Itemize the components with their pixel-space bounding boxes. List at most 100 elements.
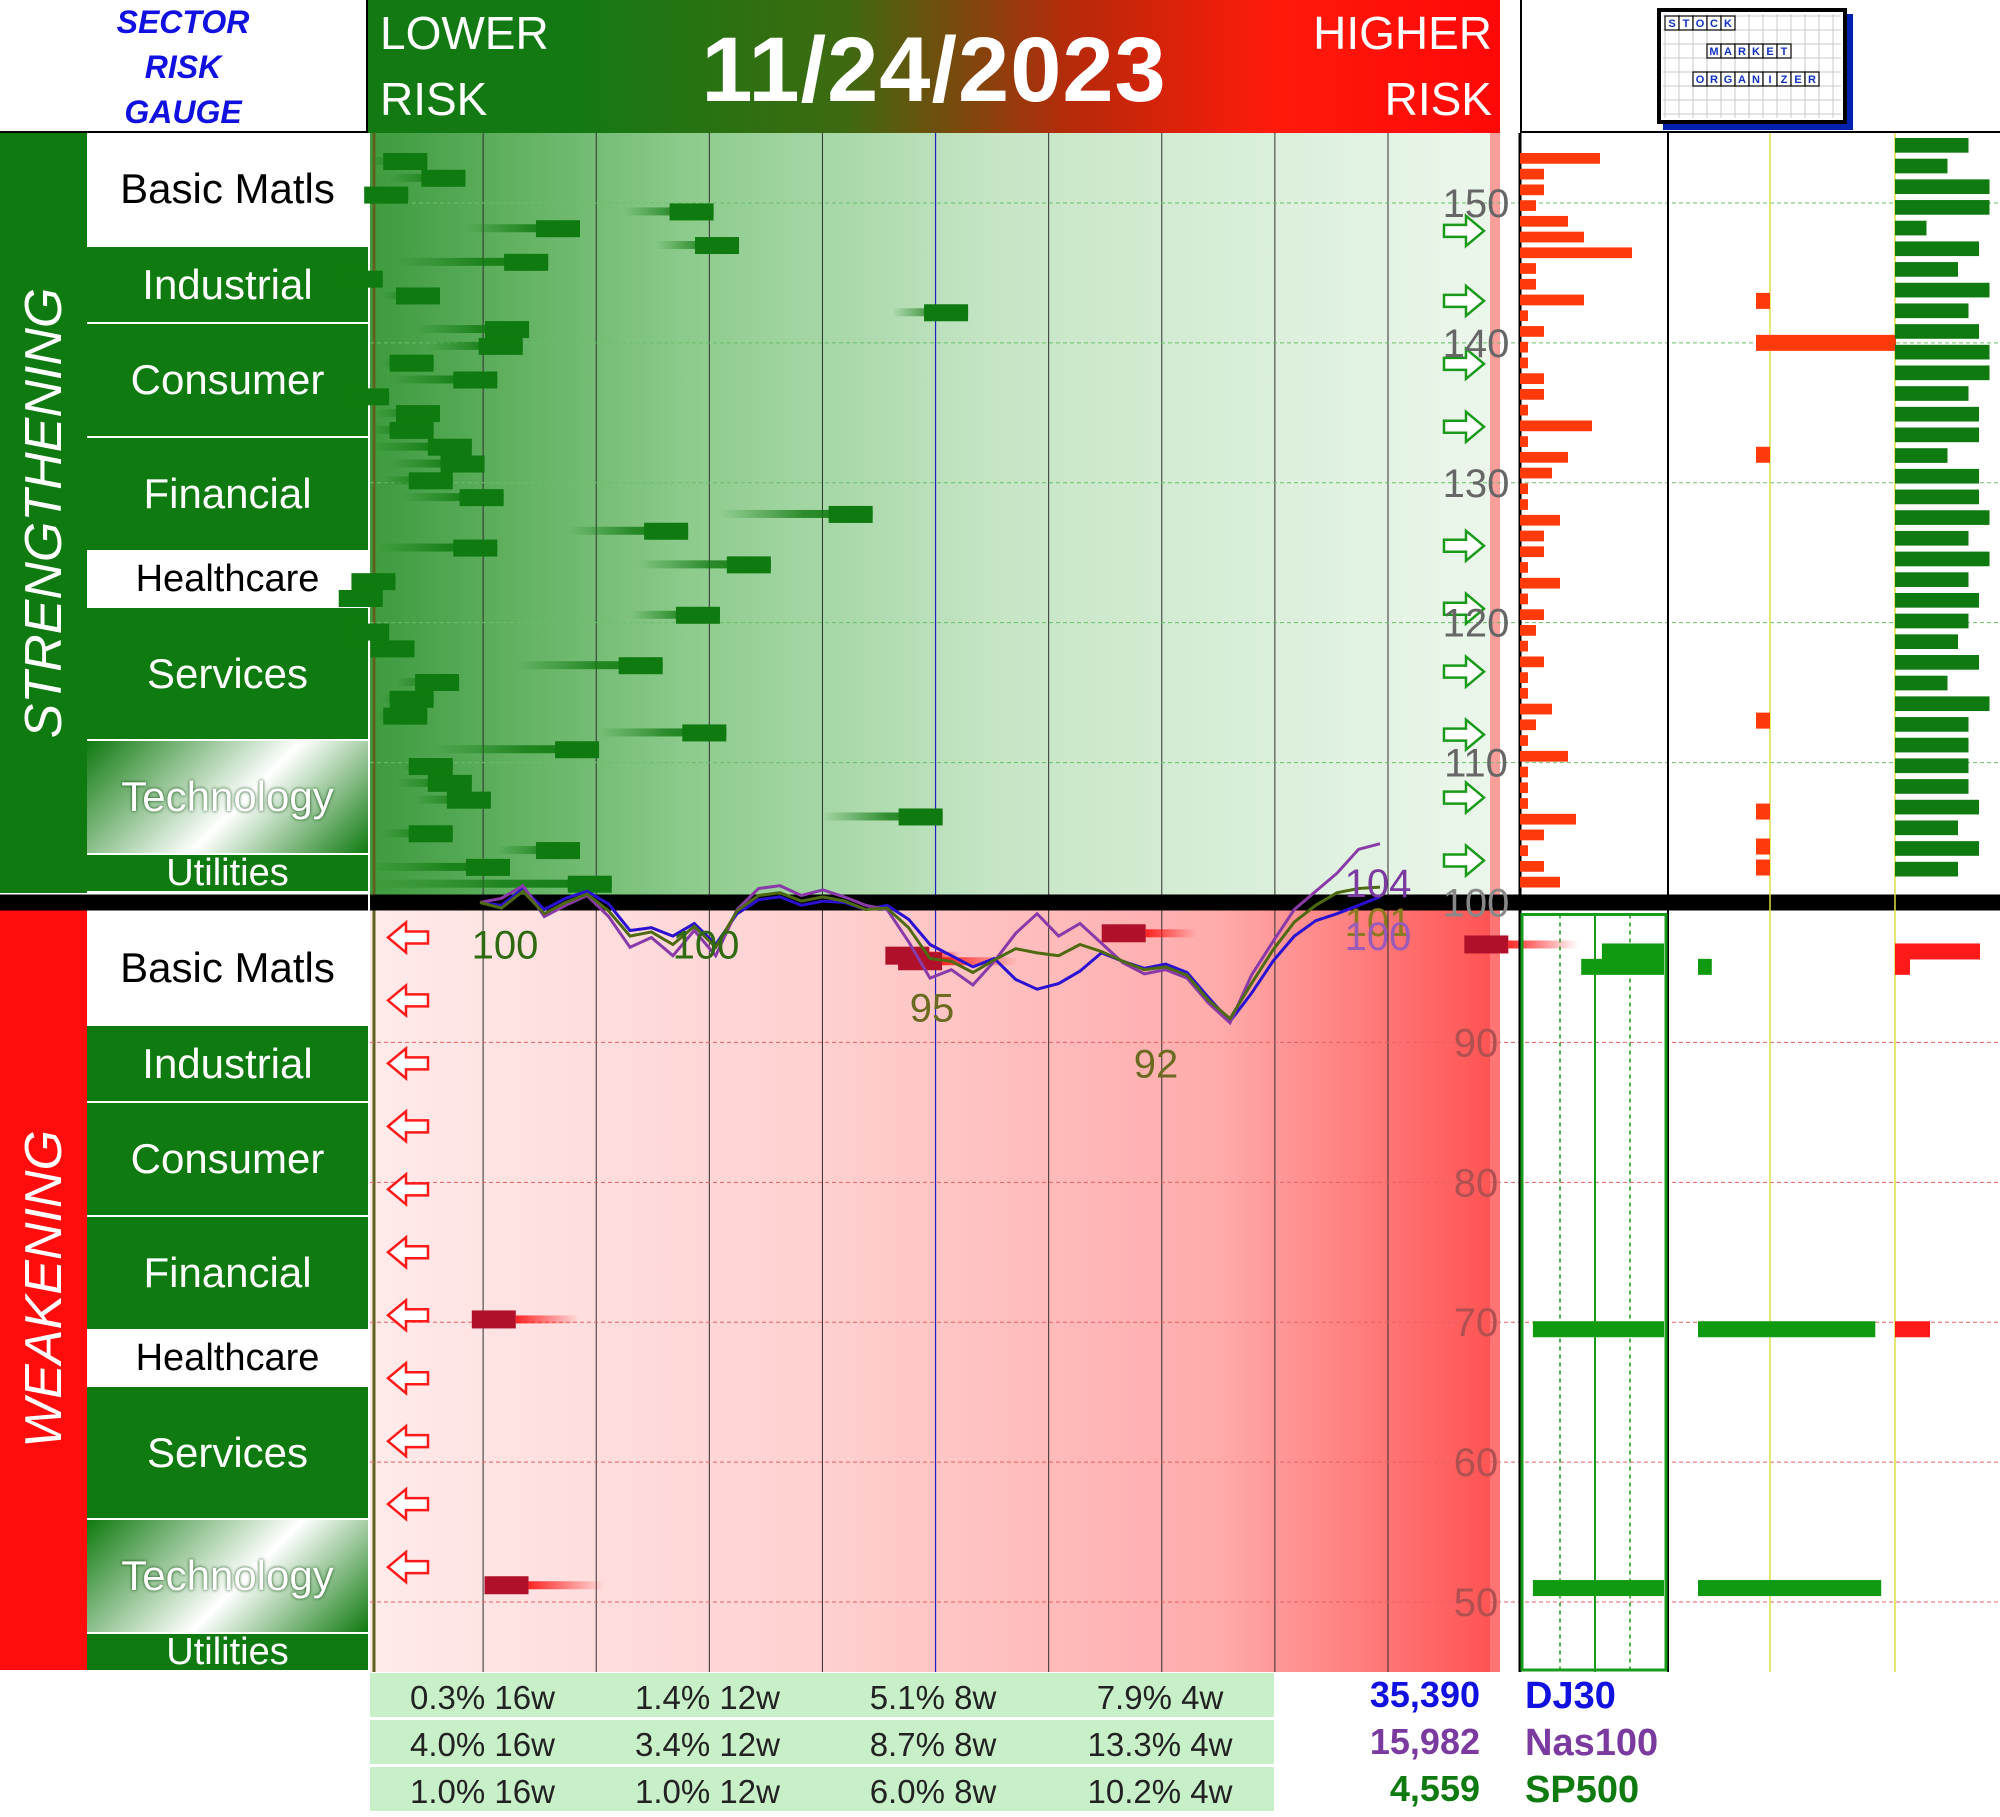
- strength-bar-tail: [821, 812, 943, 821]
- logo-cell: [1720, 15, 1736, 31]
- panel3-green-bar: [1895, 179, 1990, 195]
- strength-bar-tail: [389, 375, 498, 384]
- strength-bar-head: [453, 539, 498, 557]
- strength-bar-head: [478, 337, 523, 355]
- panel1-red-bar: [1520, 200, 1536, 211]
- logo-letter: N: [1752, 74, 1760, 86]
- strength-bar-head: [535, 842, 580, 860]
- direction-arrows: [386, 213, 1486, 1585]
- strength-bar-head: [898, 808, 943, 826]
- panel2-red-bar: [1756, 803, 1770, 820]
- panel3-green-bar: [1895, 386, 1969, 401]
- panel1-red-bar: [1520, 514, 1560, 526]
- strength-bar-tail: [414, 325, 530, 334]
- strength-bar-tail: [427, 341, 523, 350]
- strength-bar-tail: [370, 392, 390, 401]
- panel1-red-bar: [1520, 168, 1544, 180]
- strength-bar-head: [446, 791, 491, 809]
- logo-letter: T: [1781, 46, 1788, 58]
- strength-bar-tail: [465, 224, 580, 233]
- series-line-sp500: [479, 885, 1381, 1021]
- sector-label: Technology: [121, 773, 334, 820]
- strength-bar-head: [504, 253, 549, 271]
- weak-sector-financial: Financial: [87, 1217, 368, 1331]
- strength-bar-tail: [624, 207, 714, 216]
- panel1-red-bar: [1520, 278, 1536, 290]
- strength-bar-tail: [389, 173, 466, 182]
- panel1-red-bar: [1520, 404, 1528, 416]
- sector-label: Services: [146, 649, 309, 697]
- panel-weak-bar: [1895, 943, 1980, 960]
- panel3-green-bar: [1895, 158, 1948, 174]
- sector-label: Healthcare: [135, 557, 320, 600]
- strength-bar-head: [726, 556, 771, 574]
- weak-sector-technology: Technology: [87, 1520, 368, 1634]
- panel3-green-bar: [1895, 303, 1969, 319]
- nas100-8w: 8.7% 8w: [869, 1726, 997, 1763]
- weak-sector-consumer: Consumer: [87, 1103, 368, 1217]
- panel-weak-bar: [1698, 958, 1712, 975]
- series-line-dj30: [479, 886, 1381, 1024]
- panel3-green-bar: [1895, 717, 1969, 732]
- strength-bar-tail: [382, 829, 453, 838]
- weak-bar-head: [1101, 924, 1146, 943]
- panel1-red-bar: [1520, 436, 1528, 447]
- strength-bar-tail: [567, 526, 689, 535]
- panel1-red-bar: [1520, 609, 1544, 621]
- logo-letter: S: [1668, 18, 1675, 30]
- strength-bar-head: [389, 354, 434, 372]
- right-arrow-icon: [1442, 653, 1486, 690]
- strength-bar-tail: [376, 409, 440, 418]
- strength-bar-tail: [395, 257, 549, 266]
- lower-risk-line-1: LOWER: [380, 7, 549, 59]
- brand-line-1: SECTOR: [116, 4, 250, 40]
- left-arrow-icon: [386, 919, 430, 956]
- nas100-4w: 13.3% 4w: [1087, 1726, 1233, 1763]
- weakening-text: WEAKENING: [14, 1130, 73, 1448]
- sector-label: Financial: [143, 470, 312, 517]
- strong-sector-services: Services: [87, 608, 368, 741]
- logo-cell: [1776, 43, 1792, 59]
- panel-weak-bar: [1895, 958, 1910, 975]
- panel-weak-bar: [1895, 1321, 1930, 1338]
- sp500-16w: 1.0% 16w: [410, 1773, 555, 1810]
- strength-bar-head: [427, 438, 472, 456]
- panel1-red-bar: [1520, 215, 1568, 227]
- panel1-red-bar: [1520, 562, 1528, 573]
- logo-letter: E: [1794, 74, 1801, 86]
- stats-row-sp500: 1.0% 16w 1.0% 12w 6.0% 8w 10.2% 4w: [370, 1767, 1274, 1813]
- strength-bar-head: [535, 220, 580, 238]
- panel1-red-bar: [1520, 231, 1584, 243]
- panel-weak-bar: [1532, 1321, 1664, 1338]
- strength-bar-head: [485, 321, 530, 339]
- strength-bar-tail: [376, 190, 409, 199]
- sector-label: Financial: [143, 1249, 312, 1296]
- panel3-green-bar: [1895, 737, 1969, 753]
- strength-bar-head: [421, 169, 466, 187]
- strength-bar-tail: [370, 627, 390, 636]
- panel1-red-bar: [1520, 766, 1528, 778]
- y-tick-label: 70: [1454, 1301, 1499, 1345]
- strength-bar-tail: [376, 543, 498, 552]
- left-arrow-icon: [386, 1234, 430, 1270]
- logo-letter: R: [1808, 74, 1816, 86]
- left-arrow-icon: [386, 1549, 430, 1585]
- sector-label: Consumer: [130, 356, 325, 403]
- weak-bar-tail: [942, 957, 1019, 966]
- panel3-green-bar: [1895, 324, 1979, 339]
- y-tick-label: 50: [1454, 1581, 1499, 1625]
- panel2-red-bar: [1756, 292, 1770, 309]
- dj30-name: DJ30: [1525, 1675, 1616, 1717]
- panel3-green-bar: [1895, 841, 1979, 856]
- panel1-red-bar: [1520, 546, 1544, 558]
- strength-bar-tail: [370, 274, 383, 283]
- strong-sector-industrial: Industrial: [87, 247, 368, 324]
- panel3-green-bar: [1895, 696, 1990, 712]
- panel2-red-bar: [1756, 859, 1770, 876]
- strength-bar-tail: [395, 678, 460, 687]
- panel2-red-bar: [1756, 446, 1770, 463]
- risk-edge-strip: [1490, 133, 1500, 1672]
- weak-bar-head: [1464, 935, 1509, 954]
- strength-bar-tail: [370, 862, 510, 871]
- dj30-16w: 0.3% 16w: [410, 1679, 555, 1716]
